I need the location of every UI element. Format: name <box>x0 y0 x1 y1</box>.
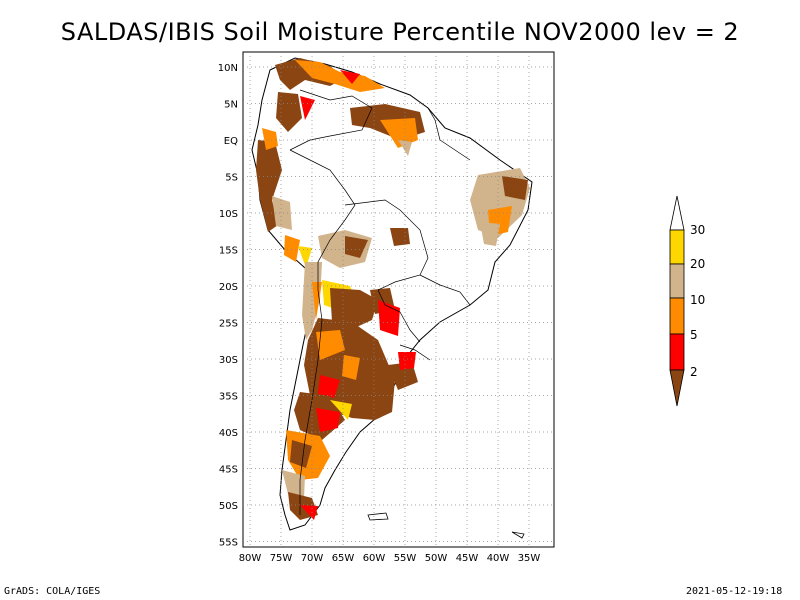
colorbar-label: 10 <box>690 293 705 307</box>
longitude-tick-label: 45W <box>456 553 479 564</box>
longitude-tick-label: 60W <box>363 553 386 564</box>
latitude-tick-label: 25S <box>219 319 238 330</box>
latitude-labels: 10N 5N EQ 5S 10S 15S 20S 25S 30S 35S 40S 45S 50S 55S <box>218 63 238 549</box>
latitude-tick-label: 55S <box>219 538 238 549</box>
latitude-tick-label: 20S <box>219 282 238 293</box>
longitude-tick-label: 35W <box>518 553 541 564</box>
latitude-tick-label: 10S <box>219 209 238 220</box>
colorbar-2-5 <box>669 333 685 371</box>
latitude-tick-label: 50S <box>219 501 238 512</box>
colorbar-label: 30 <box>690 223 705 237</box>
colorbar-above-30 <box>669 195 685 231</box>
colorbar-label: 2 <box>690 365 698 379</box>
latitude-tick-label: 30S <box>219 355 238 366</box>
footer-credit: GrADS: COLA/IGES <box>4 586 101 597</box>
latitude-tick-label: 5N <box>224 100 238 111</box>
colorbar-label: 5 <box>690 328 698 342</box>
longitude-tick-label: 55W <box>394 553 417 564</box>
longitude-tick-label: 70W <box>301 553 324 564</box>
colorbar: 30 20 10 5 2 <box>669 195 705 407</box>
map-layer <box>251 57 533 539</box>
gridlines <box>243 52 554 547</box>
footer-timestamp: 2021-05-12-19:18 <box>686 586 783 597</box>
colorbar-20-30 <box>669 229 685 265</box>
longitude-labels: 80W 75W 70W 65W 60W 55W 50W 45W 40W 35W <box>239 553 541 564</box>
latitude-tick-label: EQ <box>224 136 238 147</box>
country-borders <box>289 89 471 515</box>
longitude-tick-label: 65W <box>332 553 355 564</box>
map-title: SALDAS/IBIS Soil Moisture Percentile NOV… <box>60 18 740 46</box>
soil-moisture-shading <box>256 58 530 520</box>
latitude-tick-label: 10N <box>218 63 238 74</box>
colorbar-below-2 <box>669 369 685 407</box>
latitude-tick-label: 35S <box>219 392 238 403</box>
longitude-tick-label: 75W <box>270 553 293 564</box>
latitude-tick-label: 45S <box>219 465 238 476</box>
south-georgia-island <box>511 531 525 539</box>
latitude-tick-label: 40S <box>219 428 238 439</box>
latitude-tick-label: 5S <box>225 173 238 184</box>
longitude-tick-label: 40W <box>487 553 510 564</box>
colorbar-5-10 <box>669 297 685 335</box>
colorbar-10-20 <box>669 263 685 299</box>
latitude-tick-label: 15S <box>219 246 238 257</box>
longitude-tick-label: 50W <box>425 553 448 564</box>
colorbar-label: 20 <box>690 257 705 271</box>
longitude-tick-label: 80W <box>239 553 262 564</box>
falkland-islands <box>367 512 389 521</box>
